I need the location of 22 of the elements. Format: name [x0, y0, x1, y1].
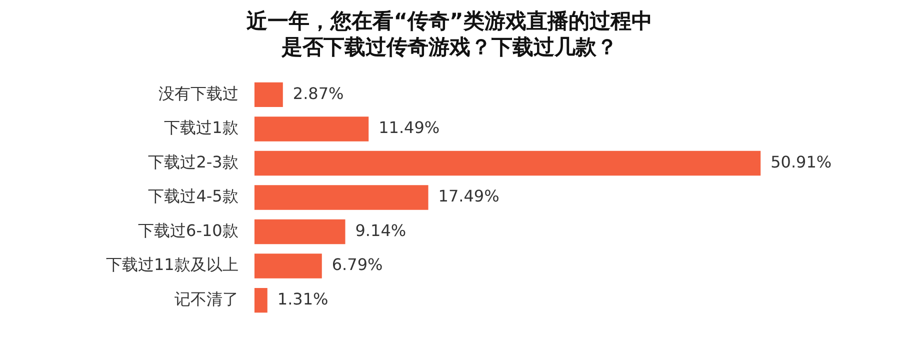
y-tick-label: 下载过11款及以上: [106, 255, 238, 274]
bar: [254, 150, 761, 176]
y-tick-label: 下载过6-10款: [138, 220, 238, 240]
data-label: 50.91%: [770, 152, 832, 172]
chart-title: 近一年，您在看“传奇”类游戏直播的过程中是否下载过传奇游戏？下载过几款？: [246, 8, 654, 60]
bar: [254, 254, 322, 278]
bar: [254, 82, 283, 108]
data-label: 1.31%: [277, 289, 328, 308]
bar: [254, 219, 346, 244]
y-tick-label: 下载过1款: [164, 118, 238, 138]
data-label: 9.14%: [355, 220, 406, 240]
data-label: 11.49%: [378, 118, 440, 138]
data-label: 6.79%: [332, 255, 383, 274]
y-tick-label: 下载过2-3款: [148, 152, 238, 172]
y-tick-label: 记不清了: [174, 289, 238, 308]
data-label: 17.49%: [438, 186, 500, 206]
bar: [254, 288, 268, 313]
bar: [254, 116, 369, 142]
y-tick-label: 没有下载过: [158, 84, 238, 103]
y-tick-label: 下载过4-5款: [148, 186, 238, 206]
bar: [254, 185, 428, 210]
data-label: 2.87%: [292, 84, 344, 103]
